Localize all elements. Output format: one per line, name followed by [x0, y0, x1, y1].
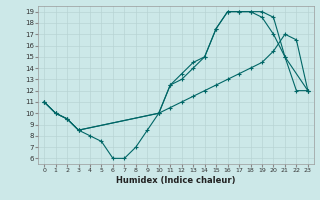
X-axis label: Humidex (Indice chaleur): Humidex (Indice chaleur) [116, 176, 236, 185]
